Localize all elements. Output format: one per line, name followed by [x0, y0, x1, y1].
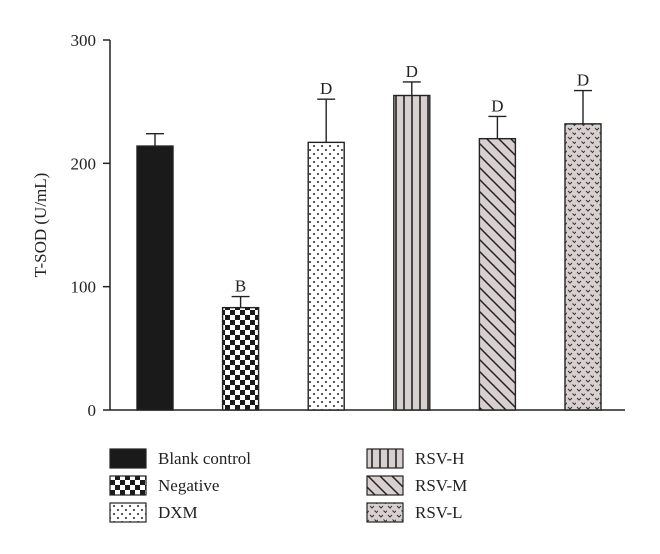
legend-label-0: Blank control [158, 449, 251, 468]
significance-label-1: B [235, 277, 246, 296]
legend-swatch-2 [109, 502, 147, 523]
y-tick-label: 0 [88, 401, 97, 420]
significance-label-2: D [320, 79, 332, 98]
y-tick-label: 200 [71, 154, 97, 173]
bar-3 [393, 94, 431, 411]
legend-label-3: RSV-H [415, 449, 464, 468]
axes: 0 100 200 300 T-SOD (U/mL) [31, 31, 625, 420]
legend-label-4: RSV-M [415, 476, 467, 495]
bar-4 [478, 137, 517, 411]
significance-label-5: D [577, 71, 589, 90]
legend-swatch-0 [109, 448, 147, 469]
significance-label-3: D [406, 62, 418, 81]
legend-label-5: RSV-L [415, 503, 463, 522]
bar-5 [564, 123, 602, 411]
y-tick-label: 100 [71, 278, 97, 297]
legend-swatch-5 [366, 502, 404, 523]
bar-2 [307, 141, 345, 411]
legend-label-2: DXM [158, 503, 198, 522]
legend-swatch-4 [366, 475, 404, 496]
legend-swatch-3 [366, 448, 404, 469]
significance-label-4: D [491, 96, 503, 115]
legend-label-1: Negative [158, 476, 219, 495]
bars: B D D D D [136, 62, 602, 411]
legend-swatch-1 [109, 475, 147, 496]
bar-0 [136, 145, 174, 411]
legend: Blank control Negative DXM RSV-H RSV-M RSV-L [109, 448, 467, 523]
y-tick-label: 300 [71, 31, 97, 50]
y-axis-label: T-SOD (U/mL) [31, 173, 50, 278]
bar-1 [221, 306, 260, 411]
